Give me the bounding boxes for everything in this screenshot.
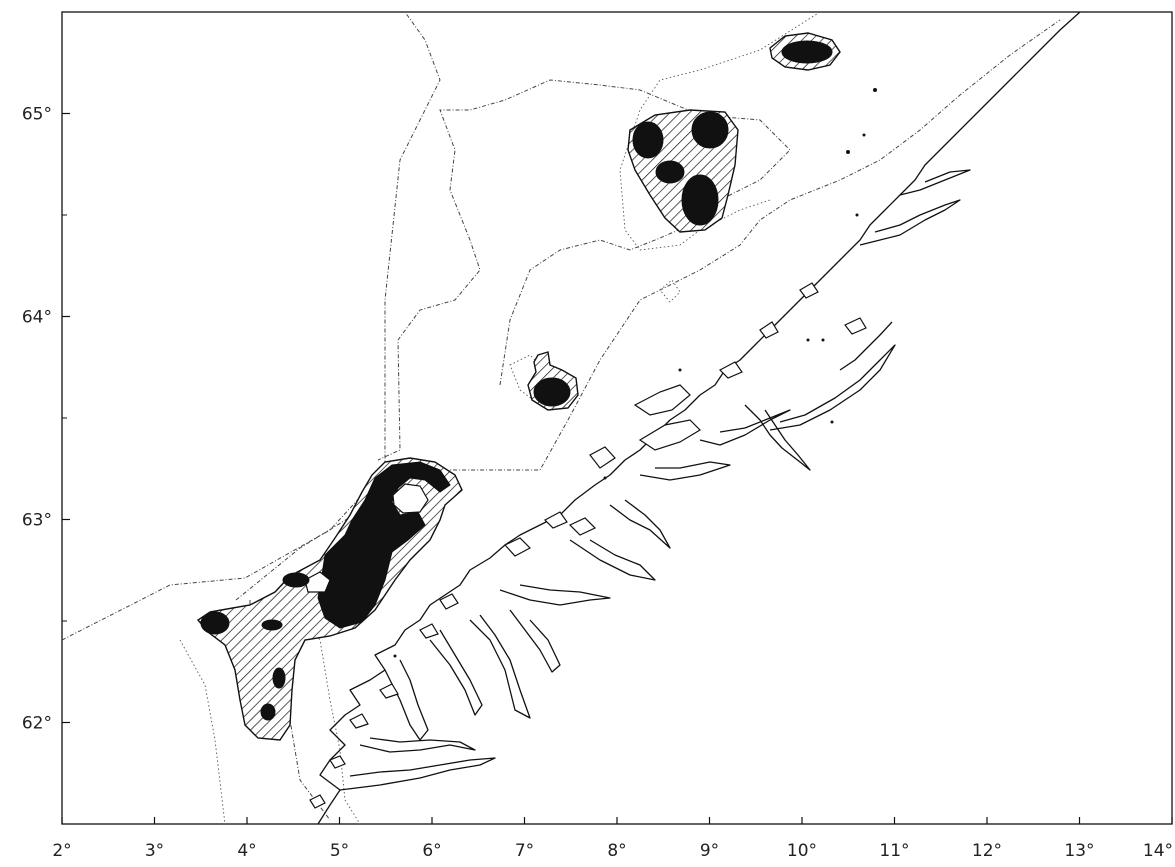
x-axis-ticks: 2° 3° 4° 5° 6° 7° 8° 9° 10° 11° 12° 13° 14° (52, 817, 1173, 861)
x-tick-label: 7° (515, 841, 534, 861)
x-tick-label: 14° (1143, 841, 1173, 861)
x-tick-label: 10° (787, 841, 817, 861)
x-tick-label: 2° (52, 841, 71, 861)
core-area-north-1 (632, 121, 664, 159)
coastal-islands (309, 282, 867, 809)
core-area-far-north (781, 40, 833, 64)
depth-contour-shelf-break (235, 19, 1061, 601)
hole-south-2 (304, 571, 331, 593)
core-areas (200, 40, 833, 721)
core-area-north-3 (655, 160, 685, 184)
core-area-west-1 (200, 611, 230, 635)
y-tick-label: 65° (22, 105, 52, 125)
x-tick-label: 13° (1064, 841, 1094, 861)
core-area-west-4 (272, 667, 286, 689)
x-tick-label: 3° (145, 841, 164, 861)
hole-south (392, 483, 429, 514)
depth-contour-bank (659, 279, 681, 303)
depth-contour-west (179, 639, 226, 824)
depth-contour-inner (377, 79, 791, 461)
x-tick-label: 4° (237, 841, 256, 861)
y-tick-label: 63° (22, 511, 52, 531)
coastal-dots (393, 88, 877, 658)
depth-contour-outer (62, 12, 441, 641)
y-tick-label: 64° (22, 308, 52, 328)
core-area-west-3 (282, 572, 310, 588)
core-area-middle (533, 377, 571, 407)
x-tick-label: 5° (330, 841, 349, 861)
y-tick-label: 62° (22, 714, 52, 734)
x-tick-label: 6° (422, 841, 441, 861)
x-tick-label: 9° (700, 841, 719, 861)
map-frame (61, 11, 1173, 825)
core-area-south-main (317, 461, 451, 629)
x-tick-label: 12° (972, 841, 1002, 861)
core-area-west-5 (260, 703, 276, 721)
x-tick-label: 8° (607, 841, 626, 861)
core-area-north-2 (691, 111, 729, 149)
x-tick-label: 11° (879, 841, 909, 861)
y-axis-ticks: 62° 63° 64° 65° (22, 105, 70, 825)
core-area-north-4 (681, 174, 719, 226)
core-area-west-2 (261, 619, 283, 631)
